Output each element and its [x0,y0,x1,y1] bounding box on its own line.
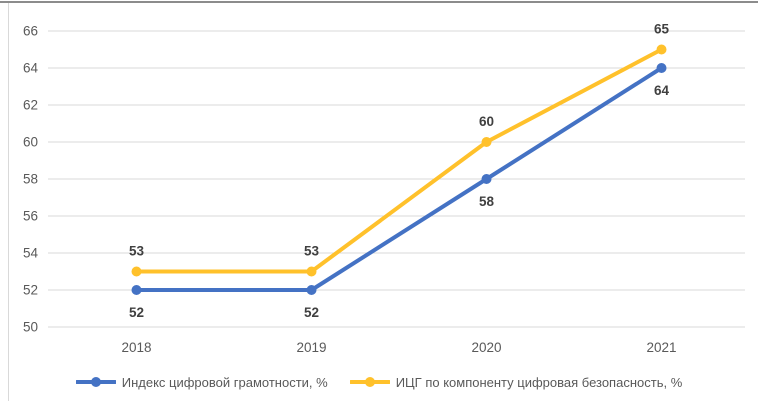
x-axis-tick-label: 2018 [121,340,151,355]
data-label: 52 [129,305,144,320]
y-axis-tick-label: 64 [23,61,39,76]
legend-line-marker-yellow-icon [349,377,390,387]
series-line [134,66,664,292]
y-axis-tick-label: 66 [23,24,38,39]
legend-item-digital-security[interactable]: ИЦГ по компоненту цифровая безопасность,… [349,374,683,390]
data-label: 52 [304,305,319,320]
data-point-marker[interactable] [131,285,142,295]
y-axis-tick-label: 60 [23,135,38,150]
y-axis-tick-label: 50 [23,320,38,335]
series-line [134,47,664,274]
data-point-marker[interactable] [656,44,667,55]
x-axis-tick-label: 2020 [471,340,501,355]
data-label: 53 [129,244,145,259]
legend-line-marker-blue-icon [75,377,116,387]
x-axis-tick-label: 2019 [296,340,326,355]
series-digital-literacy-index: 52 52 58 64 [129,63,670,320]
data-label: 64 [654,83,670,98]
data-point-marker[interactable] [306,285,317,295]
y-axis-tick-label: 52 [23,283,38,298]
data-point-marker[interactable] [656,63,667,73]
y-axis-tick-label: 62 [23,98,38,113]
data-label: 58 [479,194,495,209]
data-label: 65 [654,22,670,37]
data-label: 53 [304,244,320,259]
chart-legend: Индекс цифровой грамотности, % ИЦГ по ко… [0,366,758,398]
legend-item-digital-literacy[interactable]: Индекс цифровой грамотности, % [75,374,328,390]
y-axis-tick-label: 58 [23,172,38,187]
y-axis-tick-label: 54 [23,246,39,261]
legend-label-digital-security: ИЦГ по компоненту цифровая безопасность,… [395,374,683,390]
data-label: 60 [479,114,494,129]
data-point-marker[interactable] [481,137,492,147]
data-point-marker[interactable] [306,266,317,277]
series-icg-digital-security-component: 53 53 60 65 [129,22,670,277]
x-axis-tick-label: 2021 [646,340,676,355]
legend-label-digital-literacy: Индекс цифровой грамотности, % [121,374,328,390]
data-point-marker[interactable] [131,266,142,277]
y-axis-tick-label: 56 [23,209,38,224]
data-point-marker[interactable] [481,174,492,184]
